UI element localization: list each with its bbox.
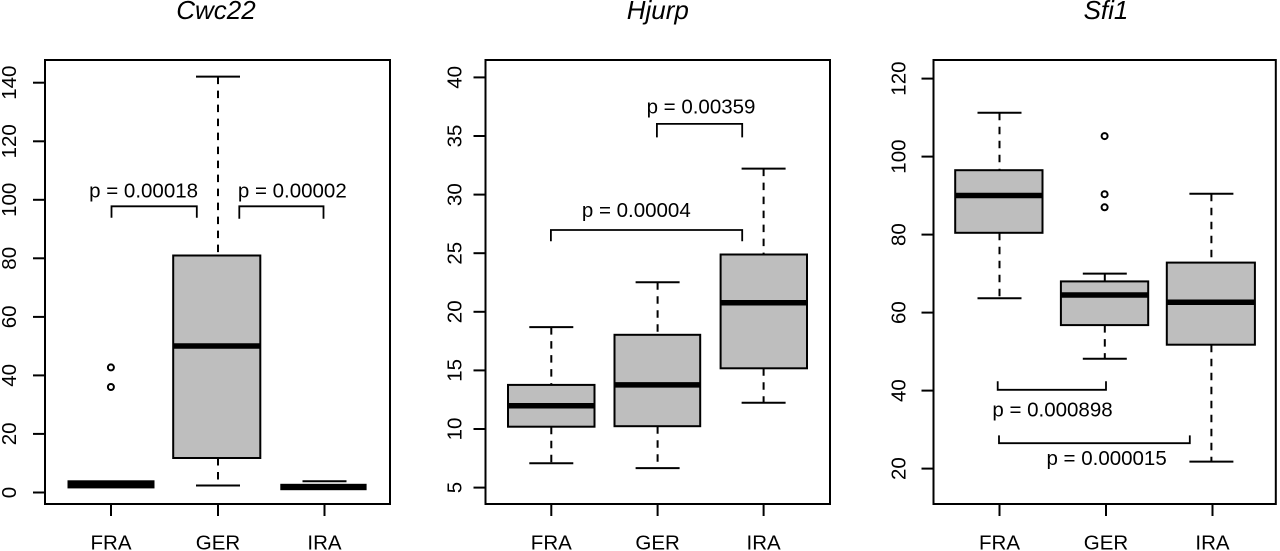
svg-text:60: 60	[0, 305, 21, 328]
svg-text:15: 15	[444, 359, 467, 382]
svg-text:FRA: FRA	[531, 532, 572, 551]
svg-text:Hjurp: Hjurp	[627, 0, 689, 25]
svg-text:120: 120	[0, 124, 21, 158]
svg-text:p = 0.00359: p = 0.00359	[647, 95, 756, 118]
svg-text:80: 80	[888, 223, 911, 246]
svg-text:80: 80	[0, 247, 21, 270]
svg-text:30: 30	[444, 183, 467, 206]
svg-text:140: 140	[0, 66, 21, 100]
svg-text:25: 25	[444, 242, 467, 265]
svg-text:5: 5	[444, 482, 467, 493]
svg-text:60: 60	[888, 301, 911, 324]
svg-text:IRA: IRA	[1195, 532, 1230, 551]
svg-text:20: 20	[444, 300, 467, 323]
svg-text:40: 40	[0, 364, 21, 387]
svg-text:Cwc22: Cwc22	[176, 0, 256, 25]
svg-text:120: 120	[888, 61, 911, 95]
svg-text:FRA: FRA	[979, 532, 1020, 551]
svg-text:GER: GER	[196, 532, 240, 551]
svg-text:Sfi1: Sfi1	[1084, 0, 1129, 25]
svg-text:p = 0.000015: p = 0.000015	[1046, 447, 1166, 470]
svg-text:p = 0.00002: p = 0.00002	[238, 179, 347, 202]
svg-text:20: 20	[888, 457, 911, 480]
svg-text:GER: GER	[635, 532, 679, 551]
svg-text:100: 100	[888, 139, 911, 173]
svg-text:10: 10	[444, 418, 467, 441]
svg-text:FRA: FRA	[91, 532, 132, 551]
svg-text:35: 35	[444, 125, 467, 148]
svg-text:GER: GER	[1084, 532, 1128, 551]
svg-text:p = 0.00018: p = 0.00018	[89, 179, 198, 202]
svg-text:40: 40	[444, 66, 467, 89]
svg-text:100: 100	[0, 183, 21, 217]
svg-text:IRA: IRA	[307, 532, 342, 551]
svg-text:0: 0	[0, 487, 21, 498]
svg-text:p = 0.00004: p = 0.00004	[582, 199, 691, 222]
svg-text:IRA: IRA	[747, 532, 782, 551]
svg-text:40: 40	[888, 379, 911, 402]
svg-text:20: 20	[0, 422, 21, 445]
svg-text:p = 0.000898: p = 0.000898	[992, 399, 1112, 422]
